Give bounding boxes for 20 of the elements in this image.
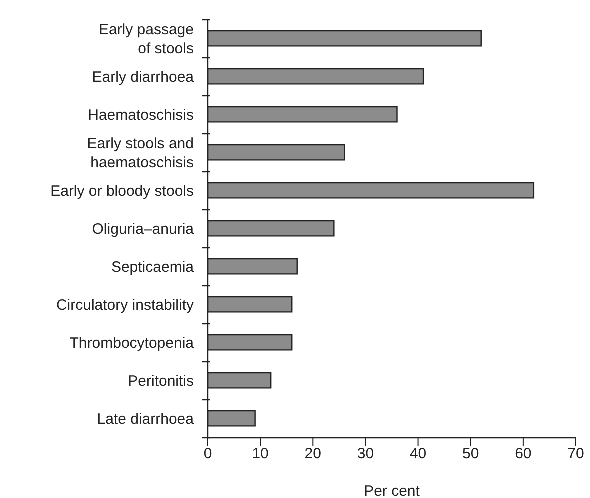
x-tick-label: 10 [252,446,269,463]
y-tick-label: Thrombocytopenia [70,334,195,352]
y-tick-label: Early stools and haematoschisis [87,135,194,171]
y-tick-label: Circulatory instability [56,296,194,314]
x-tick-label: 30 [357,446,374,463]
y-tick-label: Early diarrhoea [92,68,195,86]
y-tick-label: Early passage of stools [98,21,194,57]
x-tick-label: 60 [515,446,532,463]
x-tick-label: 20 [304,446,322,463]
x-tick-label: 40 [410,446,427,463]
y-tick-label: Oliguria–anuria [92,220,195,238]
x-tick-label: 50 [462,446,480,463]
y-tick-label: Early or bloody stools [50,182,194,200]
y-tick-label: Haematoschisis [88,106,194,124]
y-tick-label: Septicaemia [111,258,195,276]
x-tick-label: 0 [204,446,212,463]
y-tick-label: Late diarrhoea [97,410,195,428]
x-tick-label: 70 [568,446,584,463]
x-axis-title: Per cent [364,483,421,498]
y-tick-label: Peritonitis [128,372,194,390]
